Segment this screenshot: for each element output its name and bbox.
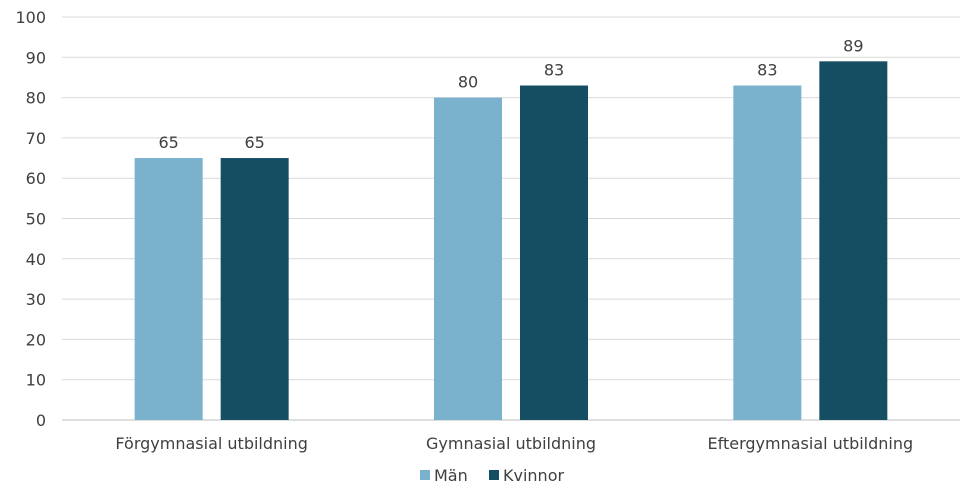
data-labels: 65 65 80 83 83 89 [158,36,863,152]
legend-label-män: Män [434,466,468,485]
category-label: Gymnasial utbildning [426,434,596,453]
y-tick-label: 50 [26,210,46,229]
data-label: 65 [158,133,178,152]
bar-kvinnor-1 [520,85,588,420]
legend: Män Kvinnor [420,466,564,485]
data-label: 83 [757,61,777,80]
bar-kvinnor-2 [819,61,888,421]
category-label: Eftergymnasial utbildning [708,434,914,453]
y-tick-label: 20 [26,330,46,349]
data-label: 80 [458,73,478,92]
y-tick-label: 10 [26,371,46,390]
bar-män-1 [434,97,502,420]
y-tick-label: 70 [26,129,46,148]
bar-kvinnor-0 [220,158,289,421]
y-tick-label: 60 [26,169,46,188]
bar-män-0 [134,158,203,421]
x-axis-categories: Förgymnasial utbildning Gymnasial utbildn… [115,434,913,453]
legend-label-kvinnor: Kvinnor [503,466,564,485]
y-tick-label: 90 [26,48,46,67]
bars [134,61,888,421]
y-tick-label: 100 [15,8,46,27]
data-label: 83 [544,61,564,80]
bar-män-2 [733,85,802,420]
gridlines [62,16,960,421]
y-tick-label: 80 [26,89,46,108]
legend-swatch-kvinnor [489,470,499,480]
y-tick-label: 40 [26,250,46,269]
category-label: Förgymnasial utbildning [115,434,308,453]
y-axis-ticks: 0 10 20 30 40 50 60 70 80 90 100 [15,8,46,430]
legend-swatch-män [420,470,430,480]
data-label: 89 [843,36,863,55]
y-tick-label: 0 [36,411,46,430]
y-tick-label: 30 [26,290,46,309]
data-label: 65 [244,133,264,152]
